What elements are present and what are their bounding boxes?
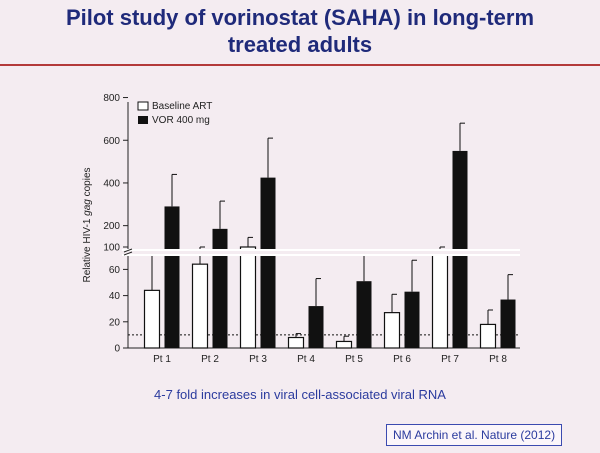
title-divider — [0, 64, 600, 66]
bar-vor-400mg — [260, 177, 276, 348]
slide-title: Pilot study of vorinostat (SAHA) in long… — [0, 4, 600, 58]
title-line-2: treated adults — [227, 32, 373, 57]
y-tick-label: 40 — [109, 291, 121, 302]
bar-baseline-art — [431, 253, 449, 349]
bar-vor-400mg — [500, 299, 516, 348]
x-tick-label: Pt 6 — [393, 354, 411, 365]
bar-vor-400mg — [212, 228, 228, 348]
bar-baseline-art — [479, 323, 497, 349]
x-tick-label: Pt 8 — [489, 354, 507, 365]
y-tick-label: 400 — [103, 178, 120, 189]
y-axis-title: Relative HIV-1 gag copies — [82, 167, 93, 282]
legend-label-baseline: Baseline ART — [152, 101, 212, 112]
y-tick-label: 60 — [109, 265, 121, 276]
axis-break-mark — [123, 248, 133, 253]
y-axis-title-part: copies — [82, 167, 93, 199]
legend-label-vor: VOR 400 mg — [152, 115, 210, 126]
x-tick-label: Pt 5 — [345, 354, 363, 365]
y-tick-label: 800 — [103, 93, 120, 104]
y-tick-label: 200 — [103, 221, 120, 232]
citation-box: NM Archin et al. Nature (2012) — [386, 424, 563, 446]
x-tick-label: Pt 7 — [441, 354, 459, 365]
y-tick-label: 0 — [114, 344, 120, 355]
fold-increase-note: 4-7 fold increases in viral cell-associa… — [154, 387, 446, 402]
bar-baseline-art — [239, 246, 257, 349]
bar-baseline-art — [191, 263, 209, 349]
bar-baseline-art — [287, 336, 305, 349]
x-tick-label: Pt 4 — [297, 354, 315, 365]
title-line-1: Pilot study of vorinostat (SAHA) in long… — [65, 5, 535, 30]
bar-vor-400mg — [356, 281, 372, 348]
axis-break-gap — [122, 250, 520, 255]
legend-swatch-baseline — [137, 101, 149, 111]
bar-baseline-art — [143, 289, 161, 349]
bar-baseline-art — [335, 340, 353, 349]
y-axis-title-part: Relative HIV-1 — [82, 216, 93, 283]
y-tick-label: 600 — [103, 136, 120, 147]
bar-vor-400mg — [308, 306, 324, 348]
x-tick-label: Pt 2 — [201, 354, 219, 365]
y-tick-label: 100 — [103, 243, 120, 254]
bar-baseline-art — [383, 312, 401, 349]
axis-break-mark — [123, 251, 133, 256]
y-tick-label: 20 — [109, 317, 121, 328]
y-axis-title-italic: gag — [82, 199, 93, 216]
legend-swatch-vor — [138, 116, 148, 124]
x-tick-label: Pt 1 — [153, 354, 171, 365]
bar-vor-400mg — [404, 291, 420, 348]
bar-vor-400mg — [164, 206, 180, 348]
x-tick-label: Pt 3 — [249, 354, 267, 365]
